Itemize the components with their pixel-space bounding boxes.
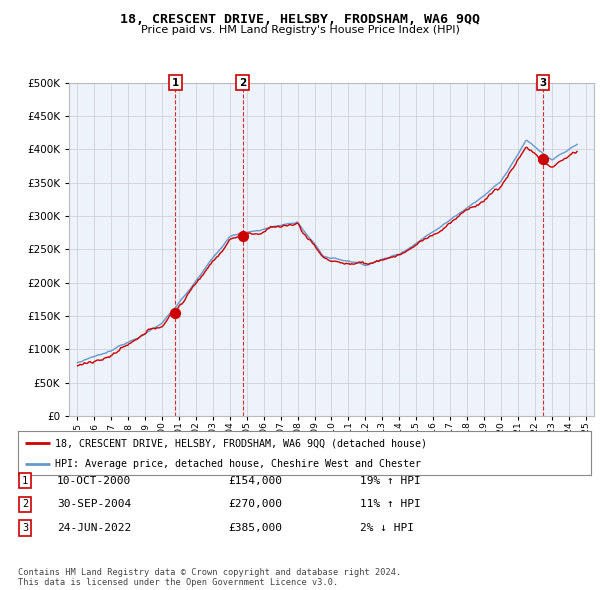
Text: 3: 3 [539,78,547,87]
Text: 2: 2 [22,500,28,509]
Text: 2% ↓ HPI: 2% ↓ HPI [360,523,414,533]
Text: Price paid vs. HM Land Registry's House Price Index (HPI): Price paid vs. HM Land Registry's House … [140,25,460,35]
Text: 10-OCT-2000: 10-OCT-2000 [57,476,131,486]
Text: £385,000: £385,000 [228,523,282,533]
Text: HPI: Average price, detached house, Cheshire West and Chester: HPI: Average price, detached house, Ches… [55,459,421,469]
Text: £270,000: £270,000 [228,500,282,509]
Text: 19% ↑ HPI: 19% ↑ HPI [360,476,421,486]
Point [538,155,548,164]
Text: 3: 3 [22,523,28,533]
Text: 2: 2 [239,78,246,87]
Text: 1: 1 [22,476,28,486]
Text: 18, CRESCENT DRIVE, HELSBY, FRODSHAM, WA6 9QQ (detached house): 18, CRESCENT DRIVE, HELSBY, FRODSHAM, WA… [55,438,427,448]
Text: Contains HM Land Registry data © Crown copyright and database right 2024.
This d: Contains HM Land Registry data © Crown c… [18,568,401,587]
Text: 1: 1 [172,78,179,87]
Text: 18, CRESCENT DRIVE, HELSBY, FRODSHAM, WA6 9QQ: 18, CRESCENT DRIVE, HELSBY, FRODSHAM, WA… [120,13,480,26]
Text: 30-SEP-2004: 30-SEP-2004 [57,500,131,509]
Text: 24-JUN-2022: 24-JUN-2022 [57,523,131,533]
Point [238,231,247,241]
Text: 11% ↑ HPI: 11% ↑ HPI [360,500,421,509]
Point [170,309,180,318]
Text: £154,000: £154,000 [228,476,282,486]
